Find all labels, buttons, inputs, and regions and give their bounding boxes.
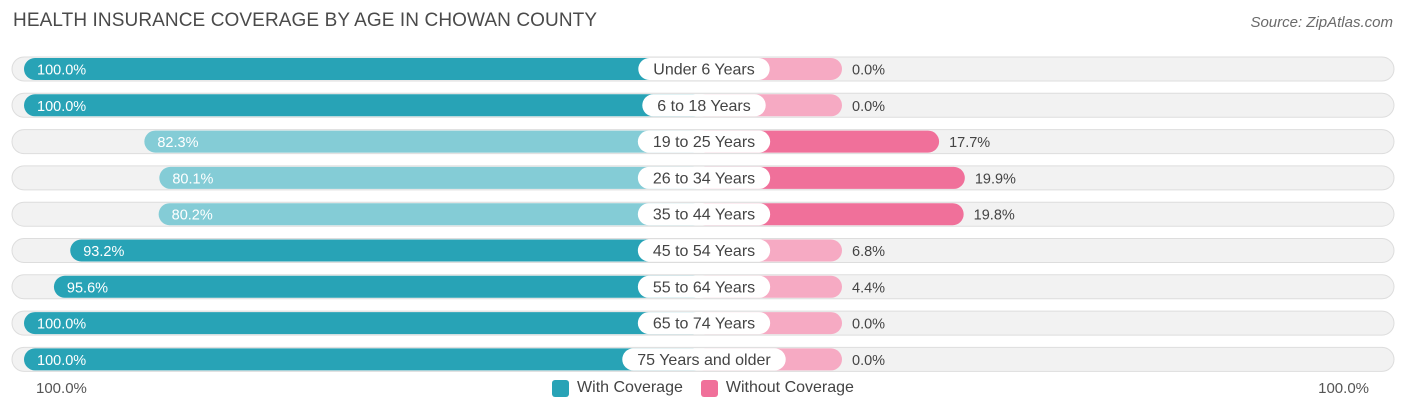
category-label: 55 to 64 Years <box>653 279 755 296</box>
legend-item-with-coverage[interactable]: With Coverage <box>552 379 683 397</box>
without-coverage-value: 19.9% <box>975 171 1016 187</box>
with-coverage-value: 82.3% <box>157 135 198 151</box>
with-coverage-bar[interactable] <box>24 94 704 117</box>
with-coverage-bar[interactable] <box>24 58 704 80</box>
without-coverage-value: 0.0% <box>852 353 885 369</box>
with-coverage-bar[interactable] <box>24 348 704 371</box>
with-coverage-bar[interactable] <box>158 203 704 226</box>
with-coverage-value: 93.2% <box>83 244 124 260</box>
axis-left-label: 100.0% <box>36 380 87 397</box>
category-label: 45 to 54 Years <box>653 243 755 260</box>
without-coverage-value: 4.4% <box>852 280 885 296</box>
category-label: 19 to 25 Years <box>653 134 755 151</box>
with-coverage-value: 100.0% <box>37 353 86 369</box>
without-coverage-value: 6.8% <box>852 244 885 260</box>
with-coverage-value: 100.0% <box>37 317 86 333</box>
with-coverage-bar[interactable] <box>53 275 705 298</box>
legend-label-with: With Coverage <box>577 379 683 396</box>
without-coverage-value: 0.0% <box>852 63 885 79</box>
category-pill <box>622 348 786 371</box>
category-pill <box>637 166 771 189</box>
category-label: 26 to 34 Years <box>653 170 755 187</box>
category-pill <box>642 94 766 117</box>
without-coverage-value: 19.8% <box>974 208 1015 224</box>
category-pill <box>638 58 770 80</box>
without-coverage-value: 0.0% <box>852 99 885 115</box>
category-label: 35 to 44 Years <box>653 207 755 224</box>
with-coverage-bar[interactable] <box>159 166 704 189</box>
with-coverage-value: 80.2% <box>172 208 213 224</box>
with-coverage-swatch <box>552 379 570 397</box>
category-label: 75 Years and older <box>637 352 771 369</box>
with-coverage-value: 100.0% <box>37 99 86 115</box>
category-label: Under 6 Years <box>653 62 754 79</box>
category-label: 6 to 18 Years <box>657 98 750 115</box>
without-coverage-swatch <box>700 379 718 397</box>
chart-title: HEALTH INSURANCE COVERAGE BY AGE IN CHOW… <box>13 10 598 31</box>
with-coverage-value: 95.6% <box>67 280 108 296</box>
category-pill <box>637 275 771 298</box>
with-coverage-bar[interactable] <box>144 130 705 153</box>
category-pill <box>637 312 771 335</box>
category-pill <box>637 130 771 153</box>
axis-right-label: 100.0% <box>1318 380 1369 397</box>
legend-item-without-coverage[interactable]: Without Coverage <box>700 379 854 397</box>
category-pill <box>637 203 771 226</box>
coverage-chart: 100.0% Under 6 Years 0.0% 100.0% 6 to 18 Yea… <box>11 56 1395 372</box>
category-label: 65 to 74 Years <box>653 316 755 333</box>
legend-label-without: Without Coverage <box>725 379 854 396</box>
with-coverage-bar[interactable] <box>70 239 705 262</box>
without-coverage-value: 0.0% <box>852 317 885 333</box>
category-pill <box>637 239 771 262</box>
without-coverage-value: 17.7% <box>949 135 990 151</box>
legend: With Coverage Without Coverage <box>0 379 1406 397</box>
with-coverage-bar[interactable] <box>24 312 704 335</box>
with-coverage-value: 100.0% <box>37 63 86 79</box>
source-note: Source: ZipAtlas.com <box>1250 14 1393 31</box>
with-coverage-value: 80.1% <box>172 171 213 187</box>
